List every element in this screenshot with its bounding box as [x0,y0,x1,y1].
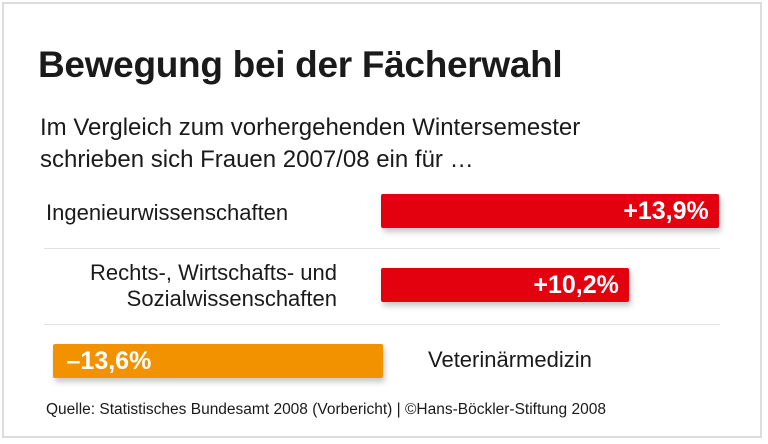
value-label-1: +10,2% [533,271,619,299]
row-separator [44,324,720,325]
chart-frame [2,2,762,438]
category-label-2: Veterinärmedizin [428,347,592,372]
bar-0: +13,9% [381,194,719,228]
value-label-2: –13,6% [66,347,152,375]
chart-title: Bewegung bei der Fächerwahl [38,44,563,85]
bar-2: –13,6% [52,344,383,378]
value-label-0: +13,9% [623,197,709,225]
row-separator [44,248,720,249]
bar-1: +10,2% [381,268,629,302]
chart-subtitle-line-2: schrieben sich Frauen 2007/08 ein für … [40,146,474,173]
category-label-0: Ingenieurwissenschaften [46,200,289,225]
category-label-1-line-2: Sozialwissenschaften [126,286,337,311]
source-note: Quelle: Statistisches Bundesamt 2008 (Vo… [46,401,606,418]
chart-subtitle-line-1: Im Vergleich zum vorhergehenden Winterse… [40,114,581,141]
category-label-1-line-1: Rechts-, Wirtschafts- und [90,260,337,285]
